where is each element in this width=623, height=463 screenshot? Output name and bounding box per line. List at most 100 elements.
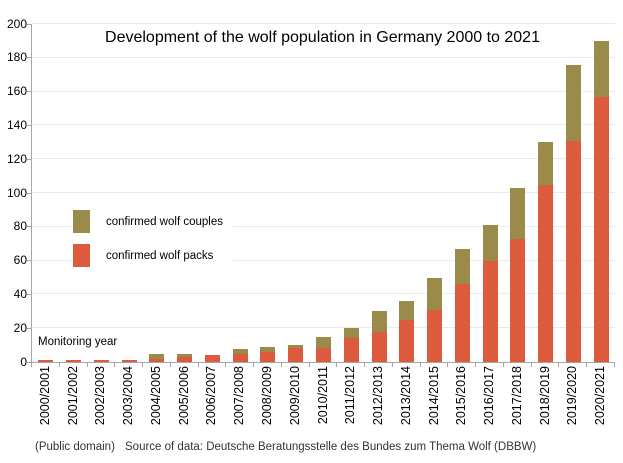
x-tick-label-2000/2001: 2000/2001 xyxy=(37,366,52,426)
segment-packs-2007/2008 xyxy=(232,353,248,362)
segment-couples-2010/2011 xyxy=(316,336,331,349)
bar-2007/2008 xyxy=(232,348,248,362)
segment-packs-2014/2015 xyxy=(427,309,443,362)
x-tick-label-2012/2013: 2012/2013 xyxy=(371,366,386,426)
x-tick-mark-8 xyxy=(253,363,255,367)
segment-packs-2008/2009 xyxy=(260,351,276,362)
y-tick-label-80: 80 xyxy=(13,219,27,234)
y-tick-mark-100 xyxy=(27,192,31,194)
legend-label-packs: confirmed wolf packs xyxy=(106,249,214,262)
y-tick-label-100: 100 xyxy=(6,185,27,200)
x-tick-mark-0 xyxy=(31,363,32,367)
bar-2004/2005 xyxy=(149,353,165,362)
x-tick-label-2001/2002: 2001/2002 xyxy=(65,366,80,426)
x-axis-title: Monitoring year xyxy=(38,336,118,348)
bar-2018/2019 xyxy=(538,142,554,362)
x-tick-mark-2 xyxy=(86,363,88,367)
x-tick-mark-14 xyxy=(419,363,421,367)
segment-couples-2013/2014 xyxy=(399,301,415,320)
y-tick-label-0: 0 xyxy=(20,354,27,369)
segment-couples-2007/2008 xyxy=(232,348,248,354)
x-tick-mark-21 xyxy=(614,363,615,367)
y-tick-mark-60 xyxy=(27,260,31,262)
bar-2000/2001 xyxy=(38,360,54,362)
segment-packs-2017/2018 xyxy=(510,238,526,362)
x-tick-label-2017/2018: 2017/2018 xyxy=(509,366,524,426)
x-tick-mark-9 xyxy=(280,363,282,367)
x-tick-mark-6 xyxy=(197,363,199,367)
bar-2005/2006 xyxy=(177,353,193,362)
bar-2003/2004 xyxy=(121,360,137,362)
chart-title: Development of the wolf population in Ge… xyxy=(105,29,540,46)
x-tick-label-2018/2019: 2018/2019 xyxy=(537,366,552,426)
y-tick-mark-80 xyxy=(27,226,31,228)
gridline-160 xyxy=(32,90,615,92)
x-tick-mark-17 xyxy=(502,363,504,367)
bar-2011/2012 xyxy=(343,328,359,362)
segment-packs-2003/2004 xyxy=(121,360,137,362)
source-note: Source of data: Deutsche Beratungsstelle… xyxy=(125,441,537,453)
x-tick-label-2019/2020: 2019/2020 xyxy=(565,366,580,426)
legend-item-couples: confirmed wolf couples xyxy=(73,210,233,233)
bar-2015/2016 xyxy=(454,248,470,362)
x-tick-mark-5 xyxy=(169,363,171,367)
y-tick-label-120: 120 xyxy=(6,151,27,166)
x-tick-mark-4 xyxy=(142,363,144,367)
segment-couples-2004/2005 xyxy=(149,353,165,359)
y-tick-mark-40 xyxy=(27,293,31,295)
x-tick-mark-19 xyxy=(558,363,560,367)
segment-packs-2002/2003 xyxy=(93,360,109,362)
x-tick-label-2003/2004: 2003/2004 xyxy=(121,366,136,426)
segment-packs-2013/2014 xyxy=(399,319,415,362)
y-tick-label-180: 180 xyxy=(6,50,27,65)
legend: confirmed wolf couples confirmed wolf pa… xyxy=(73,210,233,278)
y-tick-label-200: 200 xyxy=(6,16,27,31)
y-tick-mark-20 xyxy=(27,327,31,329)
segment-packs-2004/2005 xyxy=(149,358,165,362)
packs-color-swatch xyxy=(73,244,90,267)
bar-2008/2009 xyxy=(260,346,276,362)
y-tick-label-60: 60 xyxy=(13,253,27,268)
x-tick-label-2005/2006: 2005/2006 xyxy=(176,366,191,426)
segment-packs-2010/2011 xyxy=(316,348,331,362)
couples-color-swatch xyxy=(73,210,90,233)
y-tick-label-40: 40 xyxy=(13,286,27,301)
legend-item-packs: confirmed wolf packs xyxy=(73,244,233,267)
gridline-200 xyxy=(32,23,615,24)
x-tick-label-2011/2012: 2011/2012 xyxy=(343,366,358,425)
x-tick-label-2008/2009: 2008/2009 xyxy=(259,366,274,426)
y-tick-label-140: 140 xyxy=(6,117,27,132)
x-tick-mark-16 xyxy=(475,363,477,367)
x-tick-label-2006/2007: 2006/2007 xyxy=(204,366,219,426)
bar-2013/2014 xyxy=(399,301,415,362)
segment-couples-2016/2017 xyxy=(482,225,498,261)
segment-couples-2018/2019 xyxy=(538,142,554,185)
segment-packs-2011/2012 xyxy=(343,338,359,362)
x-tick-label-2016/2017: 2016/2017 xyxy=(482,366,497,426)
segment-packs-2001/2002 xyxy=(66,360,82,362)
gridline-20 xyxy=(32,327,615,329)
segment-packs-2012/2013 xyxy=(371,331,387,362)
gridline-180 xyxy=(32,56,615,58)
x-tick-mark-18 xyxy=(530,363,532,367)
legend-label-couples: confirmed wolf couples xyxy=(106,215,223,228)
y-tick-mark-120 xyxy=(27,158,31,160)
y-tick-label-20: 20 xyxy=(13,320,27,335)
license-note: (Public domain) xyxy=(35,441,115,453)
x-tick-mark-20 xyxy=(586,363,588,367)
bar-2020/2021 xyxy=(593,40,609,362)
y-tick-mark-180 xyxy=(27,57,31,59)
y-tick-label-160: 160 xyxy=(6,84,27,99)
x-tick-label-2013/2014: 2013/2014 xyxy=(398,366,413,426)
segment-couples-2008/2009 xyxy=(260,346,276,352)
bar-2009/2010 xyxy=(288,345,304,362)
x-tick-mark-12 xyxy=(364,363,366,367)
x-tick-mark-1 xyxy=(58,363,60,367)
x-tick-label-2014/2015: 2014/2015 xyxy=(426,366,441,426)
x-tick-label-2002/2003: 2002/2003 xyxy=(93,366,108,426)
x-tick-label-2004/2005: 2004/2005 xyxy=(148,366,163,426)
y-tick-mark-160 xyxy=(27,91,31,93)
segment-packs-2000/2001 xyxy=(38,360,54,362)
segment-packs-2015/2016 xyxy=(454,284,470,362)
